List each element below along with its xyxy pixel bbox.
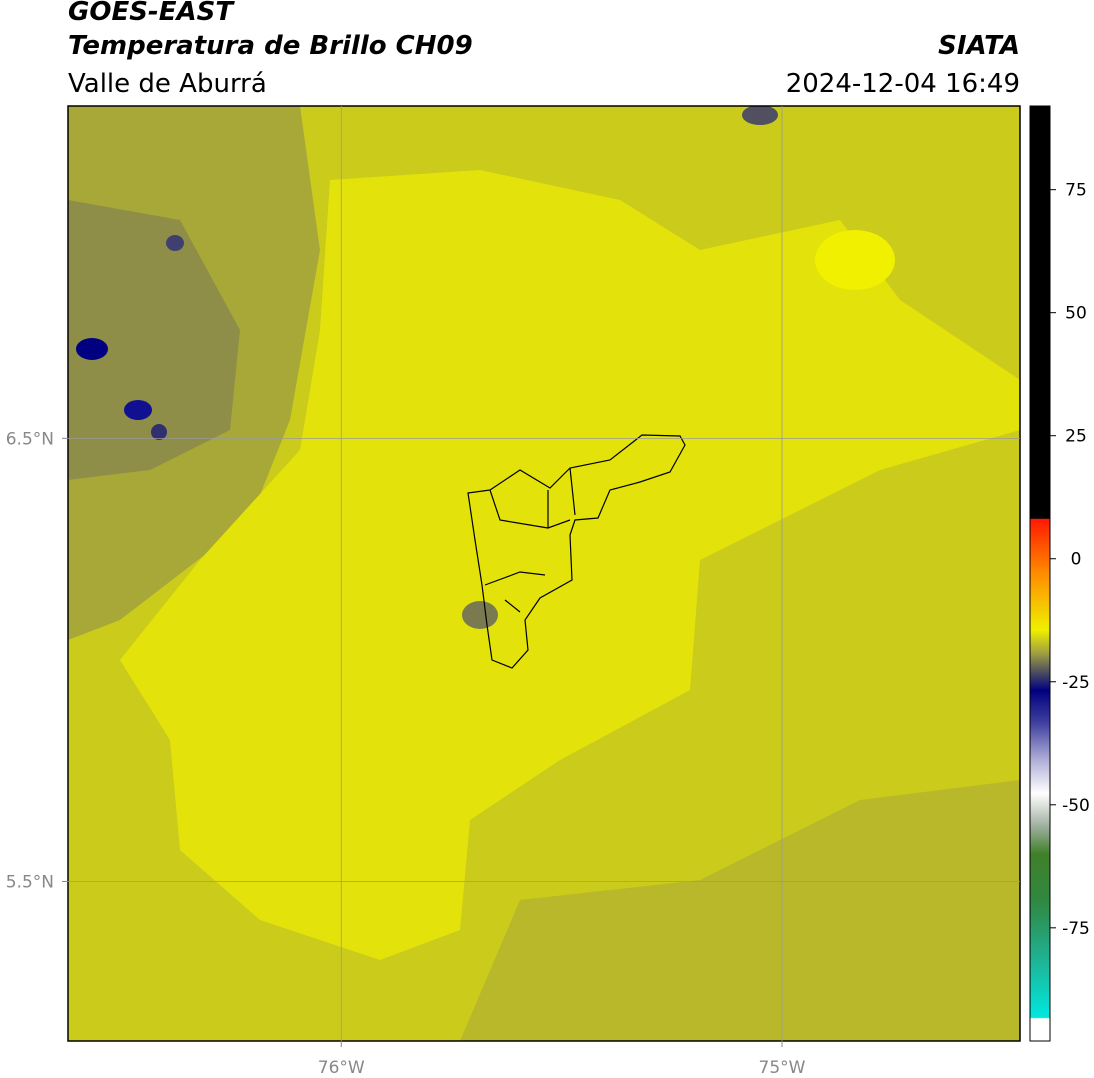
colorbar-tick-label: -75 [1062, 919, 1090, 939]
colorbar-tick-label: 0 [1071, 550, 1082, 570]
colorbar-tick-label: 50 [1065, 304, 1087, 324]
y-tick-label: 6.5°N [6, 429, 54, 449]
title: GOES-EAST [68, 0, 235, 27]
x-tick-label: 75°W [759, 1058, 806, 1078]
colorbar-tick-label: 25 [1065, 427, 1087, 447]
map-frame [67, 105, 1021, 1042]
colorbar-tick-label: -25 [1062, 673, 1090, 693]
source: SIATA [938, 31, 1020, 61]
subtitle: Temperatura de Brillo CH09 [68, 31, 473, 61]
timestamp: 2024-12-04 16:49 [786, 69, 1020, 99]
region: Valle de Aburrá [68, 69, 267, 99]
colorbar [1029, 105, 1051, 1042]
x-tick-label: 76°W [318, 1058, 365, 1078]
y-tick-label: 5.5°N [6, 872, 54, 892]
colorbar-tick-label: 75 [1065, 181, 1087, 201]
map-image [68, 106, 1020, 1041]
colorbar-tick-label: -50 [1062, 796, 1090, 816]
